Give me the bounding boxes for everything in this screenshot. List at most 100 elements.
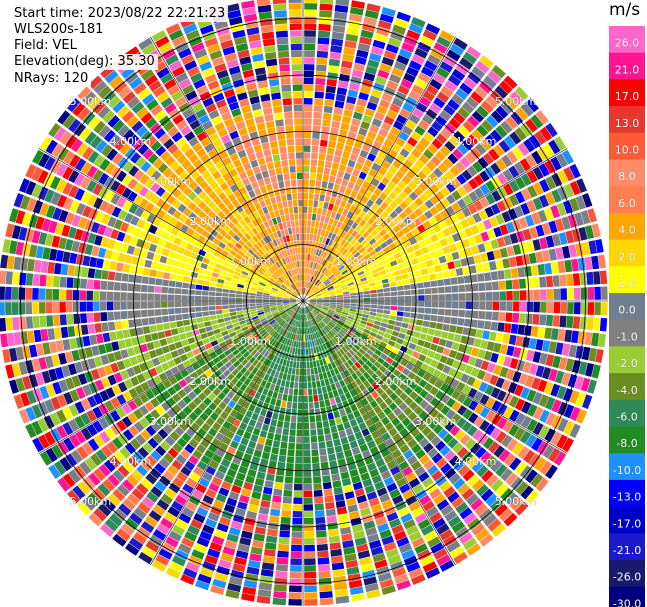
velocity-gate [591,364,601,379]
velocity-gate [327,412,334,420]
velocity-gate [26,390,37,405]
velocity-gate [113,291,121,301]
velocity-gate [371,328,379,334]
velocity-gate [174,294,182,301]
velocity-gate [411,227,420,237]
velocity-gate [410,307,418,313]
velocity-gate [309,299,317,301]
velocity-gate [272,495,282,503]
velocity-gate [471,523,486,536]
velocity-gate [371,373,380,381]
velocity-gate [505,96,519,110]
velocity-gate [336,273,343,279]
velocity-gate [309,303,315,307]
velocity-gate [238,465,248,475]
velocity-gate [252,359,259,367]
velocity-gate [331,328,338,335]
velocity-gate [193,260,202,267]
velocity-gate [425,567,441,579]
velocity-gate [396,54,410,66]
velocity-gate [137,88,151,101]
velocity-gate [181,295,188,301]
velocity-gate [93,120,106,134]
velocity-gate [258,313,265,318]
velocity-gate [432,223,442,233]
velocity-gate [236,310,244,315]
velocity-gate [93,468,106,482]
velocity-gate [309,295,316,299]
velocity-gate [418,119,430,131]
velocity-gate [293,354,298,362]
velocity-gate [89,256,98,268]
velocity-gate [403,433,414,443]
velocity-gate [541,367,552,380]
velocity-gate [522,361,532,374]
velocity-gate [449,269,457,277]
velocity-gate [133,169,145,181]
velocity-gate [168,308,175,315]
velocity-gate [106,301,114,311]
velocity-gate [509,131,522,145]
velocity-gate [158,220,168,230]
velocity-gate [403,284,411,290]
velocity-gate [309,172,316,180]
velocity-gate [292,524,302,532]
velocity-gate [204,73,217,84]
velocity-gate [256,324,264,331]
velocity-gate [479,196,490,208]
velocity-gate [322,475,331,483]
velocity-gate [251,491,262,500]
velocity-gate [538,163,550,177]
velocity-gate [252,383,260,392]
velocity-gate [309,302,316,304]
velocity-gate [444,80,458,92]
velocity-gate [270,369,276,377]
velocity-gate [364,108,375,118]
velocity-gate [422,320,430,328]
velocity-gate [99,431,111,444]
velocity-gate [444,217,454,227]
velocity-gate [305,288,309,295]
velocity-gate [120,222,130,233]
velocity-gate [305,307,309,314]
velocity-gate [174,341,183,349]
velocity-gate [333,438,341,447]
velocity-gate [257,311,265,316]
velocity-gate [374,436,384,446]
velocity-gate [303,456,311,464]
velocity-gate [247,468,257,478]
velocity-gate [328,140,337,149]
velocity-gate [366,101,378,111]
velocity-gate [195,312,203,318]
velocity-gate [346,253,353,260]
velocity-gate [78,242,87,254]
velocity-gate [340,526,352,535]
velocity-gate [546,302,554,313]
velocity-gate [387,340,396,347]
velocity-gate [278,277,284,283]
velocity-gate [360,507,372,517]
velocity-gate [268,328,275,335]
velocity-gate [459,57,474,70]
velocity-gate [343,172,351,181]
velocity-gate [299,328,302,335]
velocity-gate [427,266,436,274]
velocity-gate [304,64,315,71]
velocity-gate [322,420,330,428]
velocity-gate [448,473,461,485]
velocity-gate [352,111,363,121]
velocity-gate [274,370,280,378]
velocity-gate [293,283,297,290]
velocity-gate [540,289,547,300]
velocity-gate [250,546,263,555]
velocity-gate [224,539,237,550]
velocity-gate [204,275,212,281]
velocity-gate [294,290,299,296]
velocity-gate [66,302,73,313]
velocity-gate [520,202,531,215]
velocity-gate [470,319,478,328]
velocity-gate [503,512,518,527]
velocity-gate [315,360,321,367]
velocity-gate [331,257,337,264]
velocity-gate [349,308,357,312]
